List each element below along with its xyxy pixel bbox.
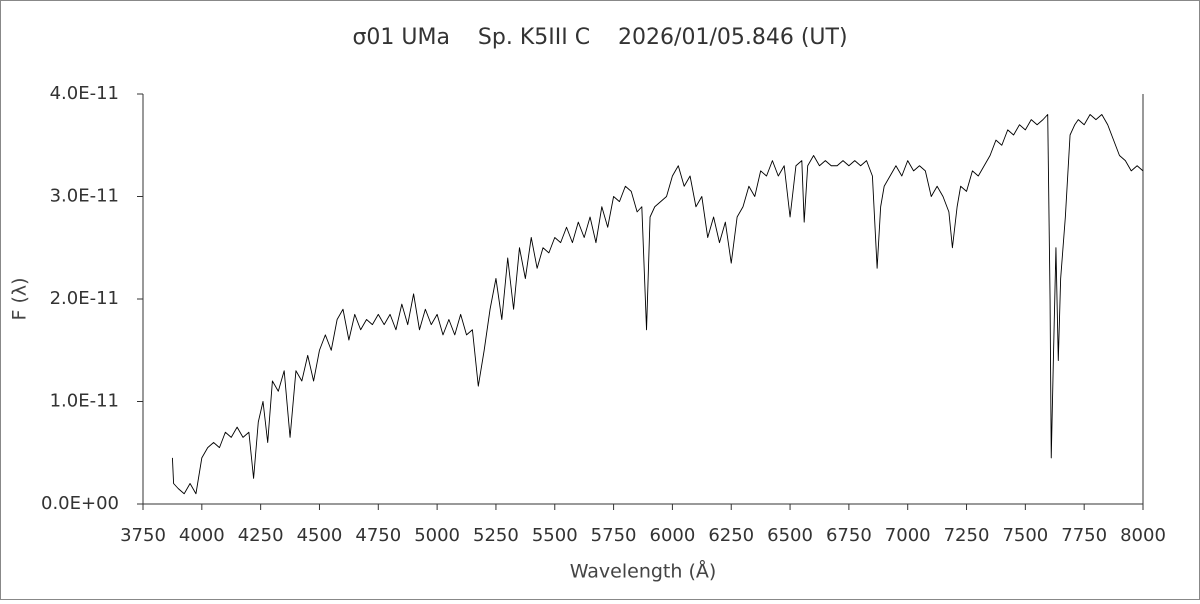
x-tick-label: 7000 bbox=[885, 525, 931, 546]
x-tick-label: 6750 bbox=[826, 525, 872, 546]
spectrum-line bbox=[171, 114, 1144, 495]
y-tick-label: 1.0E-11 bbox=[50, 391, 119, 412]
x-tick-label: 6500 bbox=[767, 525, 813, 546]
x-tick-label: 4750 bbox=[355, 525, 401, 546]
y-tick-label: 4.0E-11 bbox=[50, 83, 119, 104]
x-tick-label: 7250 bbox=[944, 525, 990, 546]
x-tick-label: 7500 bbox=[1002, 525, 1048, 546]
x-tick-label: 5250 bbox=[473, 525, 519, 546]
x-tick-label: 4500 bbox=[297, 525, 343, 546]
y-tick-label: 2.0E-11 bbox=[50, 288, 119, 309]
x-tick-label: 4250 bbox=[238, 525, 284, 546]
y-axis-label: F (λ) bbox=[9, 277, 31, 320]
x-tick-label: 6250 bbox=[708, 525, 754, 546]
y-tick-label: 3.0E-11 bbox=[50, 186, 119, 207]
x-axis-label: Wavelength (Å) bbox=[570, 560, 717, 583]
y-tick-label: 0.0E+00 bbox=[41, 493, 119, 514]
x-tick-label: 5000 bbox=[414, 525, 460, 546]
x-tick-label: 6000 bbox=[650, 525, 696, 546]
x-tick-label: 7750 bbox=[1061, 525, 1107, 546]
chart-title: σ01 UMa Sp. K5III C 2026/01/05.846 (UT) bbox=[352, 25, 847, 50]
x-tick-label: 3750 bbox=[120, 525, 166, 546]
x-tick-label: 4000 bbox=[179, 525, 225, 546]
x-tick-label: 8000 bbox=[1120, 525, 1166, 546]
x-tick-label: 5750 bbox=[591, 525, 637, 546]
x-tick-label: 5500 bbox=[532, 525, 578, 546]
